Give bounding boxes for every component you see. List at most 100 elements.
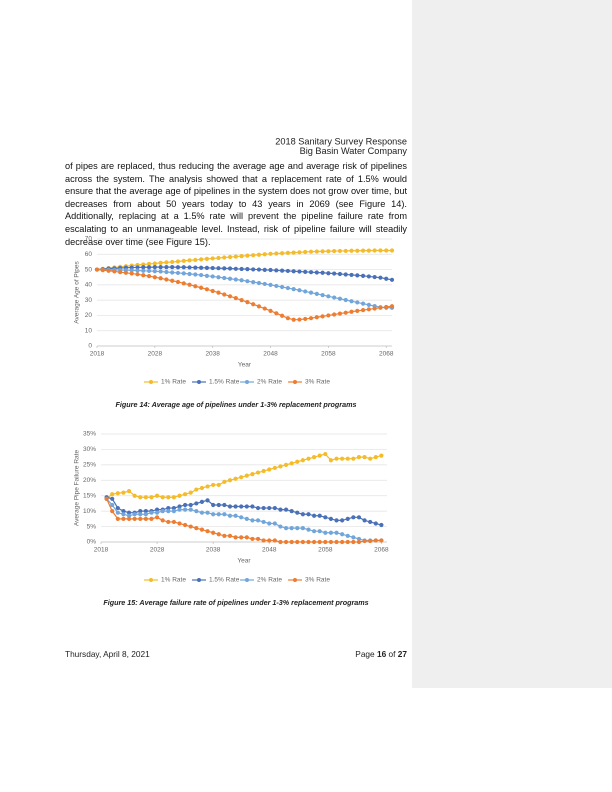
data-point — [360, 301, 366, 306]
legend-label: 1% Rate — [161, 577, 186, 584]
data-point — [171, 519, 177, 525]
data-point — [340, 456, 345, 461]
data-point — [272, 465, 277, 471]
y-tick-label: 20% — [83, 477, 96, 484]
data-point — [345, 533, 350, 538]
data-point — [300, 512, 305, 517]
data-point — [334, 518, 339, 523]
y-tick-label: 0% — [87, 539, 97, 546]
data-point — [181, 281, 186, 286]
data-point — [262, 281, 267, 287]
data-point — [373, 455, 378, 460]
data-point — [256, 252, 262, 257]
data-point — [384, 248, 389, 253]
y-tick-label: 50 — [85, 266, 93, 273]
data-point — [158, 265, 163, 270]
data-point — [283, 462, 289, 467]
series-line — [96, 266, 393, 281]
header-line: 2018 Sanitary Survey Response — [275, 136, 407, 146]
data-point — [311, 455, 317, 460]
data-point — [251, 280, 256, 285]
data-point — [379, 538, 384, 543]
data-point — [239, 254, 244, 259]
data-point — [297, 269, 302, 274]
data-point — [303, 316, 308, 322]
data-point — [158, 269, 163, 274]
x-tick-label: 2058 — [321, 351, 336, 358]
data-point — [343, 272, 348, 277]
body-paragraph: of pipes are replaced, thus reducing the… — [65, 161, 407, 247]
data-point — [328, 539, 334, 545]
data-point — [141, 273, 146, 278]
data-point — [194, 509, 199, 514]
y-tick-label: 10 — [85, 327, 93, 334]
data-point — [177, 507, 182, 512]
data-point — [239, 475, 244, 480]
data-point — [143, 512, 148, 517]
x-tick-label: 2018 — [94, 547, 109, 554]
y-tick-label: 30% — [83, 446, 96, 453]
data-point — [308, 270, 314, 275]
data-point — [216, 502, 221, 508]
data-point — [355, 300, 360, 305]
legend-marker — [293, 578, 297, 582]
data-point — [272, 538, 277, 543]
data-point — [222, 266, 227, 271]
data-point — [211, 482, 216, 488]
data-point — [205, 484, 210, 489]
data-point — [187, 265, 192, 270]
data-point — [149, 495, 154, 500]
data-point — [362, 455, 367, 460]
x-tick-label: 2068 — [379, 351, 394, 358]
footer-page: Page 16 of 27 — [355, 649, 407, 659]
data-point — [193, 265, 198, 270]
data-point — [216, 482, 221, 488]
data-point — [378, 305, 383, 310]
data-point — [245, 300, 250, 305]
data-point — [278, 464, 283, 469]
data-point — [274, 251, 279, 256]
data-point — [121, 490, 126, 495]
data-point — [291, 269, 296, 274]
x-tick-label: 2068 — [374, 547, 389, 554]
data-point — [210, 265, 215, 271]
data-point — [171, 495, 177, 500]
data-point — [193, 284, 198, 289]
data-point — [177, 493, 182, 498]
data-point — [295, 510, 300, 515]
data-point — [205, 498, 210, 503]
y-tick-label: 70 — [85, 236, 93, 243]
data-point — [152, 261, 157, 266]
data-point — [166, 519, 171, 525]
data-point — [289, 461, 294, 466]
data-point — [317, 513, 322, 518]
data-point — [384, 276, 389, 281]
data-point — [132, 493, 137, 498]
data-point — [268, 251, 273, 256]
data-point — [285, 316, 290, 321]
data-point — [362, 538, 367, 544]
legend-label: 1.5% Rate — [209, 577, 240, 584]
data-point — [171, 509, 177, 514]
data-point — [135, 265, 140, 270]
data-point — [337, 248, 343, 254]
data-point — [100, 268, 105, 273]
data-point — [368, 538, 373, 544]
data-point — [250, 518, 255, 523]
series-line — [96, 268, 393, 321]
data-point — [337, 296, 343, 301]
data-point — [326, 249, 331, 254]
data-point — [106, 268, 111, 273]
data-point — [129, 268, 134, 273]
data-point — [164, 260, 169, 265]
data-point — [255, 536, 261, 542]
x-tick-label: 2048 — [263, 351, 278, 358]
data-point — [143, 495, 148, 500]
x-tick-label: 2028 — [150, 547, 165, 554]
data-point — [199, 499, 205, 504]
y-axis-label: Average Age of Pipes — [74, 261, 81, 324]
data-point — [152, 265, 157, 270]
data-point — [251, 267, 256, 272]
data-point — [332, 312, 337, 317]
data-point — [233, 513, 238, 518]
